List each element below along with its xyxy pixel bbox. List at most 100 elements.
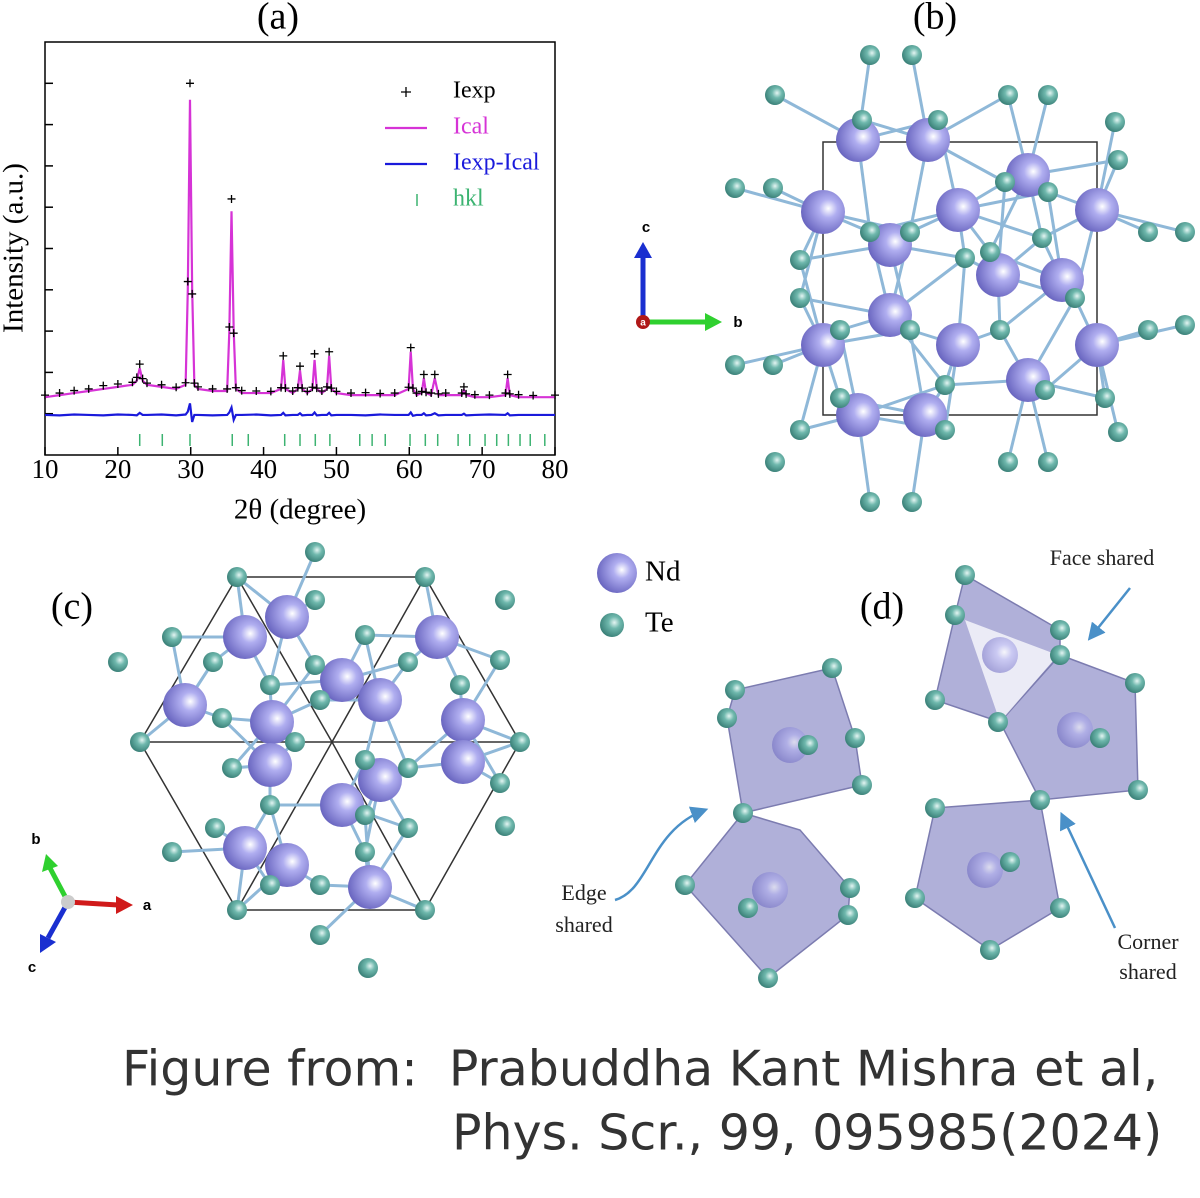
te-atom xyxy=(358,958,378,978)
x-tick-label: 20 xyxy=(104,454,131,484)
axis-name: c xyxy=(642,219,650,236)
nd-atom xyxy=(265,595,309,639)
te-atom xyxy=(495,816,515,836)
te-atom xyxy=(310,925,330,945)
te-atom xyxy=(717,708,737,728)
data-point xyxy=(237,386,246,395)
nd-atom xyxy=(223,826,267,870)
data-point xyxy=(434,389,443,398)
te-atom xyxy=(510,732,530,752)
te-atom xyxy=(725,355,745,375)
nd-atom xyxy=(348,865,392,909)
te-atom xyxy=(1138,222,1158,242)
data-point xyxy=(188,289,197,298)
nd-atom xyxy=(752,872,788,908)
data-point xyxy=(501,389,510,398)
te-atom xyxy=(1030,790,1050,810)
te-atom xyxy=(355,842,375,862)
te-atom xyxy=(398,818,418,838)
unit-cell xyxy=(331,576,426,743)
te-atom xyxy=(227,900,247,920)
data-point xyxy=(327,384,336,393)
data-point xyxy=(347,389,355,398)
annotation: shared xyxy=(555,912,612,937)
te-atom xyxy=(305,590,325,610)
te-atom xyxy=(310,690,330,710)
te-atom xyxy=(765,85,785,105)
te-atom xyxy=(935,375,955,395)
arrow xyxy=(614,806,709,902)
legend-nd xyxy=(597,553,637,593)
data-point xyxy=(135,360,144,369)
te-atom xyxy=(1138,320,1158,340)
te-atom xyxy=(900,222,920,242)
data-point xyxy=(376,389,385,398)
data-point xyxy=(308,383,317,392)
data-point xyxy=(404,383,413,392)
x-axis-label: 2θ (degree) xyxy=(234,494,366,526)
nd-atom xyxy=(441,698,485,742)
nd-atom xyxy=(415,615,459,659)
te-atom xyxy=(925,690,945,710)
te-atom xyxy=(1050,645,1070,665)
te-atom xyxy=(1050,898,1070,918)
te-atom xyxy=(902,45,922,65)
data-point xyxy=(138,374,147,383)
arrow xyxy=(1060,811,1117,929)
data-point xyxy=(361,388,370,397)
te-atom xyxy=(765,452,785,472)
te-atom xyxy=(838,905,858,925)
te-atom xyxy=(725,178,745,198)
nd-atom xyxy=(1057,712,1093,748)
arrow-head xyxy=(42,854,58,872)
te-atom xyxy=(955,248,975,268)
data-point xyxy=(296,362,304,371)
te-atom xyxy=(790,250,810,270)
nd-atom xyxy=(358,678,402,722)
axis-name: b xyxy=(31,831,40,848)
data-point xyxy=(298,384,307,393)
nd-atom xyxy=(1006,153,1050,197)
data-point xyxy=(288,386,297,395)
nd-atom xyxy=(1075,323,1119,367)
unit-cell xyxy=(236,741,333,911)
x-tick-label: 80 xyxy=(542,454,569,484)
te-atom xyxy=(398,652,418,672)
legend-label: Ical xyxy=(453,114,489,140)
legend-label: Te xyxy=(645,607,674,639)
te-atom xyxy=(1175,315,1195,335)
legend-label: Iexp xyxy=(453,78,496,104)
data-point xyxy=(70,386,79,395)
arrow-head xyxy=(634,242,652,258)
nd-atom xyxy=(976,253,1020,297)
data-point xyxy=(143,379,151,388)
axis-origin xyxy=(61,895,75,909)
data-point xyxy=(172,383,181,392)
te-atom xyxy=(840,878,860,898)
data-point xyxy=(485,391,494,400)
te-atom xyxy=(205,818,225,838)
te-atom xyxy=(758,968,778,988)
te-atom xyxy=(830,320,850,340)
data-point xyxy=(279,351,288,360)
te-atom xyxy=(222,758,242,778)
data-point xyxy=(128,378,137,387)
te-atom xyxy=(790,288,810,308)
panel-label: (b) xyxy=(913,0,957,38)
data-point xyxy=(406,343,415,352)
unit-cell xyxy=(822,141,1098,416)
te-atom xyxy=(902,492,922,512)
caption: Figure from: Prabuddha Kant Mishra et al… xyxy=(122,1041,1158,1098)
data-point xyxy=(208,384,217,393)
te-atom xyxy=(990,320,1010,340)
te-atom xyxy=(1125,673,1145,693)
te-atom xyxy=(203,652,223,672)
arrow-head xyxy=(40,934,56,953)
data-point xyxy=(41,391,49,400)
data-point xyxy=(408,384,417,393)
data-point xyxy=(422,388,431,397)
te-atom xyxy=(790,420,810,440)
data-point xyxy=(225,322,234,331)
data-point xyxy=(457,389,466,398)
data-point xyxy=(185,79,194,88)
